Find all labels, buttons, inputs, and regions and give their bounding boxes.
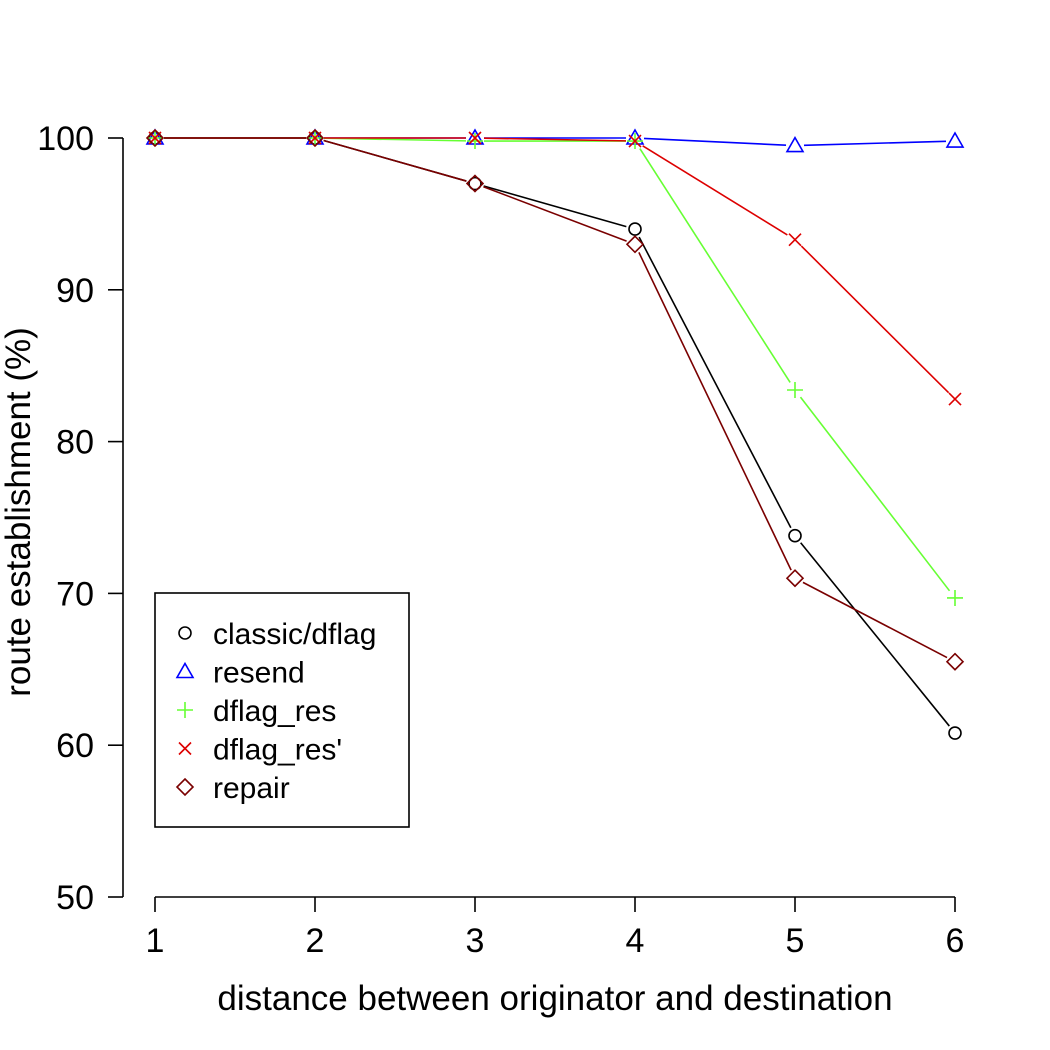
series-line-segment: [643, 137, 787, 146]
data-point: [628, 222, 642, 236]
data-point: [947, 589, 963, 606]
legend-marker: [175, 661, 195, 679]
x-ticks: 1 2 3 4 5 6: [146, 897, 965, 960]
y-tick-label: 70: [56, 575, 94, 613]
x-axis-label: distance between originator and destinat…: [217, 979, 892, 1018]
data-point: [788, 233, 802, 247]
y-axis-label: route establishment (%): [0, 327, 38, 697]
x-tick-label: 6: [946, 922, 965, 960]
data-point: [787, 381, 803, 398]
series-group: [145, 128, 965, 740]
y-tick-label: 50: [56, 879, 94, 917]
series-line-segment: [638, 252, 792, 571]
series-line-segment: [799, 396, 951, 592]
series-3: [147, 130, 963, 606]
data-point: [945, 131, 965, 148]
data-point: [948, 726, 962, 740]
data-point: [625, 235, 645, 254]
series-line-segment: [800, 245, 950, 394]
legend: classic/dflag resend dflag_res dflag_res're…: [154, 592, 410, 828]
data-point: [465, 174, 485, 193]
y-tick-label: 100: [37, 120, 94, 158]
series-line-segment: [802, 581, 948, 659]
series-line-segment: [642, 145, 788, 236]
legend-label: dflag_res': [213, 734, 342, 767]
legend-marker: [177, 702, 193, 718]
x-tick-label: 3: [466, 922, 485, 960]
data-point: [785, 569, 805, 588]
y-tick-label: 60: [56, 727, 94, 765]
y-tick-label: 90: [56, 272, 94, 310]
series-line-segment: [639, 148, 791, 383]
axes: 50 60 70 80 90 100 1 2 3 4 5 6: [37, 120, 964, 960]
legend-item: repair: [175, 772, 290, 805]
series-line-segment: [800, 542, 950, 727]
data-point: [628, 134, 642, 148]
x-tick-label: 4: [626, 922, 645, 960]
y-tick-label: 80: [56, 424, 94, 462]
legend-label: classic/dflag: [213, 618, 376, 651]
legend-label: resend: [213, 657, 305, 690]
legend-item: dflag_res: [177, 695, 336, 728]
data-point: [788, 528, 802, 543]
data-point: [305, 128, 325, 148]
data-point: [468, 176, 482, 191]
x-tick-label: 2: [306, 922, 325, 960]
series-5: [145, 128, 965, 671]
legend-item: classic/dflag: [178, 618, 376, 651]
x-tick-label: 5: [786, 922, 805, 960]
series-line-segment: [638, 236, 792, 529]
series-4: [148, 131, 962, 406]
legend-item: dflag_res': [178, 734, 342, 767]
data-point: [145, 128, 165, 148]
legend-box: [154, 592, 410, 828]
legend-label: repair: [213, 772, 290, 805]
y-ticks: 50 60 70 80 90 100: [37, 120, 123, 917]
legend-item: resend: [175, 657, 305, 690]
series-line-segment: [483, 185, 627, 242]
data-point: [785, 135, 805, 153]
legend-marker: [175, 777, 195, 797]
data-point: [948, 392, 962, 406]
legend-marker: [178, 626, 192, 640]
x-tick-label: 1: [146, 922, 165, 960]
data-point: [945, 652, 965, 671]
series-line-segment: [483, 185, 627, 228]
series-line-segment: [483, 137, 627, 142]
data-point: [468, 131, 482, 145]
data-point: [467, 133, 483, 150]
legend-label: dflag_res: [213, 695, 336, 728]
series-line-segment: [323, 139, 467, 182]
series-line-segment: [803, 140, 947, 147]
legend-marker: [178, 741, 192, 756]
